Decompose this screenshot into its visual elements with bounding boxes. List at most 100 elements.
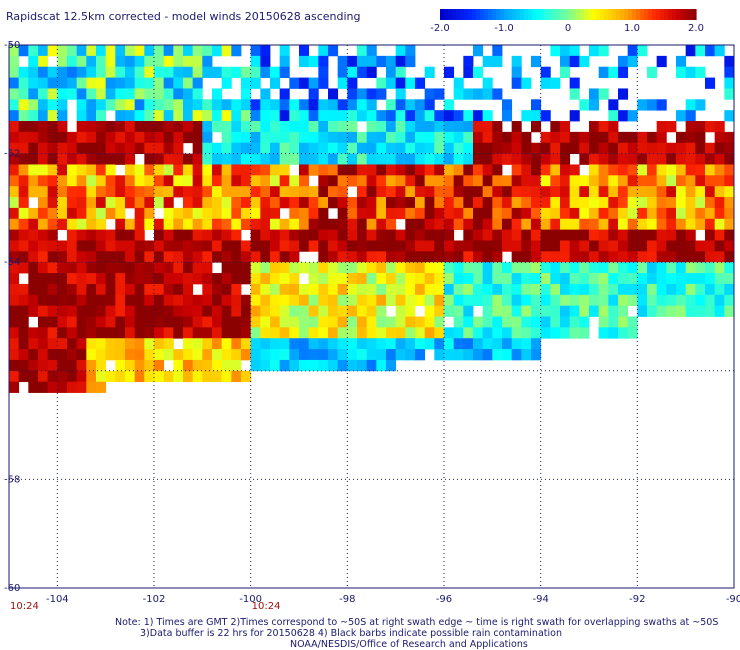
heatmap-cell (357, 305, 368, 317)
heatmap-cell (47, 273, 58, 285)
heatmap-cell (163, 55, 174, 68)
heatmap-cell (589, 229, 600, 241)
heatmap-cell (154, 77, 165, 89)
heatmap-cell (125, 99, 136, 111)
heatmap-cell (328, 197, 339, 209)
heatmap-cell (9, 99, 20, 111)
heatmap-cell (444, 142, 455, 154)
heatmap-cell (18, 164, 29, 176)
heatmap-cell (76, 186, 87, 198)
heatmap-cell (676, 218, 687, 231)
heatmap-cell (192, 240, 203, 252)
heatmap-cell (76, 99, 87, 111)
heatmap-cell (627, 55, 638, 68)
heatmap-cell (502, 229, 513, 241)
heatmap-cell (241, 327, 252, 339)
heatmap-cell (163, 262, 174, 274)
heatmap-cell (38, 262, 49, 274)
heatmap-cell (250, 131, 261, 144)
heatmap-cell (202, 294, 213, 307)
heatmap-cell (18, 251, 29, 263)
heatmap-cell (38, 66, 49, 78)
heatmap-cell (569, 45, 580, 57)
heatmap-cell (656, 131, 667, 144)
heatmap-cell (482, 349, 493, 361)
heatmap-cell (212, 316, 223, 328)
heatmap-cell (695, 175, 706, 187)
heatmap-cell (173, 327, 184, 339)
heatmap-cell (685, 164, 696, 176)
heatmap-cell (125, 338, 136, 350)
heatmap-cell (86, 349, 97, 361)
heatmap-cell (444, 229, 455, 241)
heatmap-cell (444, 262, 455, 274)
heatmap-cell (115, 88, 126, 100)
heatmap-cell (685, 251, 696, 263)
heatmap-cell (308, 218, 319, 231)
heatmap-cell (308, 359, 319, 372)
heatmap-cell (279, 359, 290, 372)
heatmap-cell (173, 77, 184, 89)
heatmap-cell (685, 121, 696, 133)
heatmap-cell (366, 283, 377, 296)
heatmap-cell (289, 99, 300, 111)
colorbar-segment (688, 9, 693, 20)
heatmap-cell (38, 218, 49, 231)
heatmap-cell (347, 142, 358, 154)
heatmap-cell (328, 186, 339, 198)
heatmap-cell (347, 359, 358, 372)
heatmap-cell (337, 316, 348, 328)
heatmap-cell (67, 283, 78, 296)
heatmap-cell (125, 66, 136, 78)
heatmap-cell (154, 99, 165, 111)
heatmap-cell (444, 283, 455, 296)
heatmap-cell (540, 110, 551, 122)
heatmap-cell (405, 305, 416, 317)
heatmap-cell (250, 273, 261, 285)
heatmap-cell (86, 88, 97, 100)
heatmap-cell (724, 262, 735, 274)
heatmap-cell (163, 327, 174, 339)
heatmap-cell (627, 229, 638, 241)
heatmap-cell (241, 370, 252, 383)
heatmap-cell (192, 273, 203, 285)
heatmap-cell (231, 327, 242, 339)
heatmap-cell (695, 218, 706, 231)
y-tick-labels: -50-52-54-58-60 (4, 40, 20, 594)
heatmap-cell (376, 175, 387, 187)
heatmap-cell (76, 66, 87, 78)
heatmap-cell (366, 294, 377, 307)
heatmap-cell (18, 99, 29, 111)
heatmap-cell (434, 110, 445, 122)
heatmap-cell (453, 240, 464, 252)
heatmap-cell (221, 327, 232, 339)
y-tick-label: -50 (4, 40, 20, 51)
heatmap-cell (395, 164, 406, 176)
heatmap-cell (579, 327, 590, 339)
heatmap-cell (318, 175, 329, 187)
heatmap-cell (608, 175, 619, 187)
heatmap-cell (173, 359, 184, 372)
heatmap-cell (415, 164, 426, 176)
heatmap-cell (453, 153, 464, 165)
heatmap-cell (676, 294, 687, 307)
colorbar-segment (440, 9, 445, 20)
heatmap-cell (656, 207, 667, 220)
heatmap-cell (38, 381, 49, 393)
heatmap-cell (608, 294, 619, 307)
heatmap-cell (366, 338, 377, 350)
heatmap-cell (627, 110, 638, 122)
heatmap-cell (241, 186, 252, 198)
heatmap-cell (18, 359, 29, 372)
heatmap-cell (618, 197, 629, 209)
heatmap-cell (308, 197, 319, 209)
heatmap-cell (279, 218, 290, 231)
heatmap-cell (96, 327, 107, 339)
heatmap-cell (57, 197, 68, 209)
heatmap-cell (76, 251, 87, 263)
heatmap-cell (502, 327, 513, 339)
heatmap-cell (666, 262, 677, 274)
heatmap-cell (86, 294, 97, 307)
heatmap-cell (405, 327, 416, 339)
heatmap-cell (579, 153, 590, 165)
